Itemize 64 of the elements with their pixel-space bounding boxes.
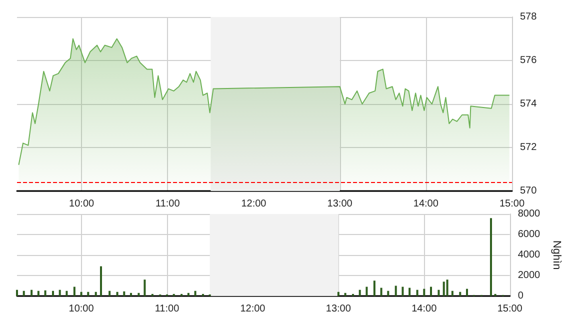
bar — [130, 292, 132, 296]
x-tick-label: 15:00 — [499, 198, 525, 210]
x-tick-label: 10:00 — [68, 304, 94, 314]
bar — [22, 290, 25, 296]
bar — [402, 286, 404, 296]
x-tick-label: 15:00 — [497, 304, 523, 314]
bar — [187, 292, 190, 296]
bar — [16, 290, 18, 296]
x-tick-label: 13:00 — [326, 304, 352, 314]
x-tick-label: 12:00 — [241, 198, 267, 210]
x-tick-label: 13:00 — [327, 198, 353, 210]
bar — [138, 292, 140, 296]
bar — [30, 290, 33, 296]
bar — [366, 286, 368, 296]
bar — [52, 290, 54, 296]
bar — [442, 282, 445, 296]
bar — [358, 290, 361, 296]
y-tick-label: 576 — [520, 55, 538, 66]
bar — [380, 288, 382, 296]
bar — [194, 290, 196, 296]
y-tick-label: 572 — [520, 142, 538, 153]
bar — [423, 288, 426, 296]
y-axis-title: Nghìn — [550, 240, 562, 270]
x-tick-label: 11:00 — [156, 198, 180, 210]
x-tick-label: 14:00 — [413, 198, 439, 210]
bar — [466, 288, 468, 296]
bar — [58, 290, 61, 296]
x-tick-label: 14:00 — [412, 304, 438, 314]
bar — [408, 288, 411, 296]
bar — [394, 286, 397, 296]
y-tick-label: 2000 — [518, 270, 541, 281]
bar — [73, 286, 76, 296]
y-tick-label: 8000 — [518, 208, 541, 220]
bar — [490, 218, 492, 296]
bar — [123, 291, 126, 296]
x-tick-label: 10:00 — [69, 198, 95, 210]
bar — [108, 290, 111, 296]
bar — [37, 290, 40, 296]
bar — [80, 292, 82, 296]
bar — [387, 290, 390, 296]
y-tick-label: 0 — [518, 290, 524, 302]
bar — [116, 292, 118, 296]
y-tick-label: 6000 — [518, 229, 541, 240]
y-tick-label: 570 — [520, 186, 538, 196]
bar — [373, 280, 376, 296]
bar — [459, 292, 462, 296]
y-tick-label: 4000 — [518, 250, 541, 260]
bar — [446, 280, 448, 296]
bar — [44, 290, 46, 296]
y-tick-label: 578 — [520, 12, 538, 22]
bar — [416, 290, 418, 296]
bar — [430, 286, 432, 296]
bar — [144, 280, 146, 296]
x-tick-label: 12:00 — [240, 304, 266, 314]
bar — [87, 292, 90, 296]
bar — [344, 292, 346, 296]
bar — [438, 290, 440, 296]
bar — [100, 266, 102, 296]
bar — [451, 290, 454, 296]
y-tick-label: 574 — [520, 98, 538, 110]
bar — [66, 290, 68, 296]
x-tick-label: 11:00 — [154, 304, 180, 314]
bar — [337, 292, 340, 296]
bar — [94, 292, 97, 296]
